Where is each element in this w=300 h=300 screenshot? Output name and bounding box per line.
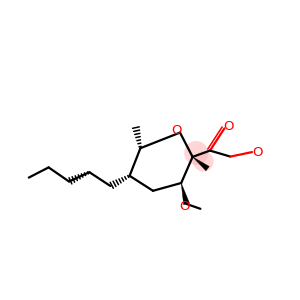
Text: O: O — [223, 120, 234, 133]
Text: O: O — [171, 124, 181, 137]
Text: O: O — [252, 146, 263, 159]
Text: O: O — [179, 200, 190, 213]
Polygon shape — [181, 183, 190, 205]
Circle shape — [193, 151, 214, 172]
Polygon shape — [193, 157, 209, 171]
Circle shape — [184, 141, 208, 165]
